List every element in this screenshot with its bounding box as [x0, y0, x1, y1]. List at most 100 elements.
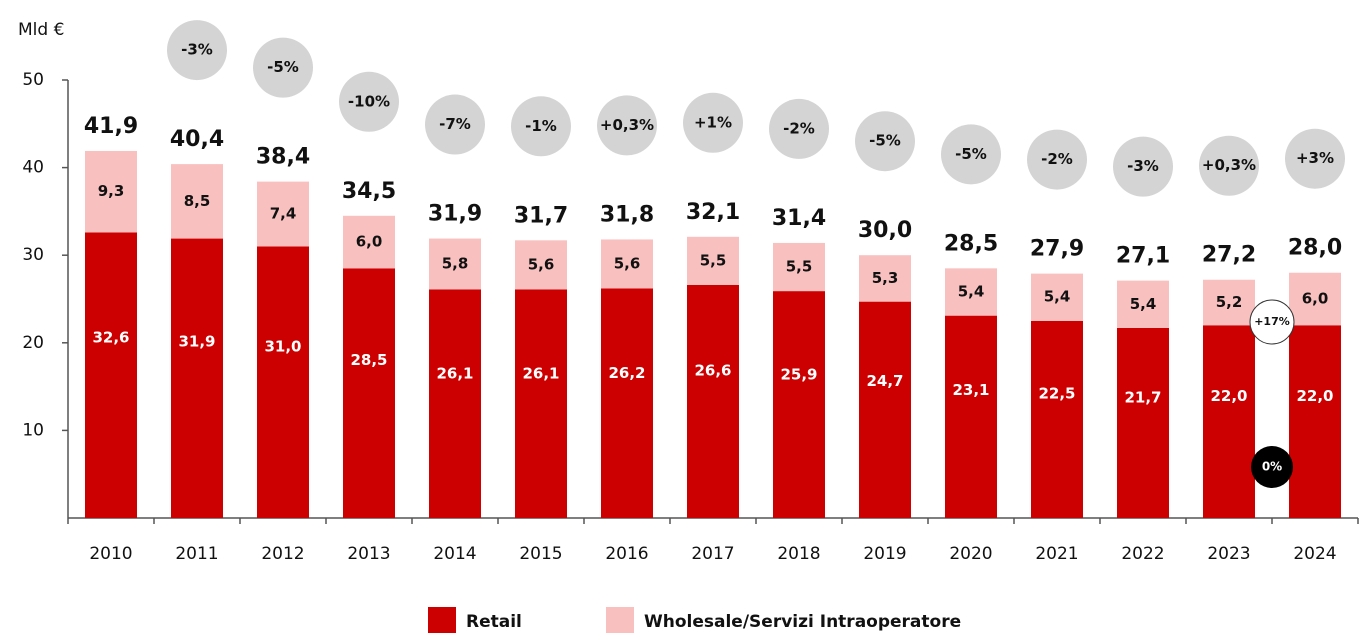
bar-segment: [687, 236, 739, 285]
change-label: -10%: [348, 92, 390, 110]
y-tick-label: 50: [22, 70, 44, 90]
bar-value-label: 8,5: [184, 192, 211, 210]
bar-value-label: 6,0: [1302, 290, 1329, 308]
bar-value-label: 5,6: [614, 254, 641, 272]
bar-segment: [945, 315, 997, 518]
change-label: -5%: [955, 145, 987, 163]
change-bubble: [511, 96, 571, 157]
x-tick-label: 2013: [347, 544, 390, 564]
bar-segment: [687, 284, 739, 518]
bar-value-label: 32,6: [92, 329, 129, 347]
bar-segment: [1289, 272, 1341, 326]
bar-value-label: 5,5: [786, 258, 813, 276]
change-label: -1%: [525, 117, 557, 135]
x-tick-label: 2016: [605, 544, 648, 564]
x-tick-label: 2014: [433, 544, 476, 564]
bar-value-label: 5,4: [1044, 288, 1071, 306]
bar-segment: [1031, 273, 1083, 321]
total-label: 40,4: [170, 127, 224, 152]
change-bubble: [253, 37, 313, 98]
annotation: 0%: [1262, 460, 1282, 474]
total-label: 32,1: [686, 200, 740, 225]
bar-segment: [85, 232, 137, 518]
bar-segment: [257, 246, 309, 518]
annotation: +17%: [1254, 315, 1290, 328]
bar-value-label: 23,1: [952, 381, 989, 399]
legend-label: Wholesale/Servizi Intraoperatore: [644, 612, 961, 632]
legend-swatch: [606, 607, 634, 633]
total-label: 31,8: [600, 202, 654, 227]
change-bubble: [1285, 128, 1345, 189]
y-tick-label: 40: [22, 158, 44, 178]
bar-segment: [1203, 325, 1255, 518]
total-label: 30,0: [858, 218, 912, 243]
change-label: -3%: [1127, 157, 1159, 175]
bar-value-label: 26,6: [694, 362, 731, 380]
total-label: 31,9: [428, 202, 482, 227]
x-tick-label: 2022: [1121, 544, 1164, 564]
bar-value-label: 5,4: [1130, 295, 1157, 313]
change-label: -2%: [1041, 150, 1073, 168]
x-tick-label: 2019: [863, 544, 906, 564]
bar-segment: [429, 289, 481, 518]
y-tick-label: 30: [22, 245, 44, 265]
change-label: +0,3%: [600, 116, 654, 134]
x-tick-label: 2024: [1293, 544, 1336, 564]
total-label: 34,5: [342, 179, 396, 204]
annotation-bubble: [1249, 299, 1295, 345]
change-bubble: [1199, 135, 1259, 196]
change-label: +1%: [694, 113, 732, 131]
change-bubble: [855, 111, 915, 172]
x-tick-label: 2023: [1207, 544, 1250, 564]
bar-segment: [515, 240, 567, 290]
change-bubble: [683, 92, 743, 153]
total-label: 41,9: [84, 114, 138, 139]
bar-segment: [601, 239, 653, 289]
x-tick-label: 2010: [89, 544, 132, 564]
bar-value-label: 24,7: [866, 372, 903, 390]
bar-segment: [1117, 327, 1169, 518]
legend-label: Retail: [466, 612, 522, 632]
x-tick-label: 2018: [777, 544, 820, 564]
bar-segment: [171, 238, 223, 518]
bar-value-label: 21,7: [1124, 389, 1161, 407]
annotation-bubble: [1251, 446, 1293, 488]
bar-value-label: 31,9: [178, 332, 215, 350]
bar-value-label: 28,5: [350, 351, 387, 369]
change-label: +3%: [1296, 149, 1334, 167]
bar-value-label: 31,0: [264, 337, 301, 355]
total-label: 28,0: [1288, 236, 1342, 261]
bar-value-label: 22,0: [1210, 387, 1247, 405]
total-label: 28,5: [944, 231, 998, 256]
bar-value-label: 6,0: [356, 233, 383, 251]
total-label: 27,2: [1202, 243, 1256, 268]
bar-value-label: 5,2: [1216, 293, 1243, 311]
bar-segment: [859, 301, 911, 518]
change-label: -5%: [267, 58, 299, 76]
change-bubble: [769, 98, 829, 159]
change-label: -2%: [783, 119, 815, 137]
change-label: +0,3%: [1202, 156, 1256, 174]
bar-segment: [343, 215, 395, 269]
x-tick-label: 2020: [949, 544, 992, 564]
bar-segment: [773, 291, 825, 518]
total-label: 27,1: [1116, 244, 1170, 269]
bar-value-label: 5,5: [700, 251, 727, 269]
bar-value-label: 22,0: [1296, 387, 1333, 405]
bar-segment: [945, 268, 997, 316]
total-label: 31,7: [514, 203, 568, 228]
bar-segment: [859, 255, 911, 302]
bar-segment: [257, 181, 309, 247]
total-label: 38,4: [256, 145, 310, 170]
bar-segment: [171, 164, 223, 239]
x-tick-label: 2017: [691, 544, 734, 564]
x-tick-label: 2012: [261, 544, 304, 564]
bar-value-label: 5,4: [958, 282, 985, 300]
y-axis-label: Mld €: [18, 20, 64, 40]
bar-value-label: 26,1: [522, 364, 559, 382]
y-tick-label: 10: [22, 420, 44, 440]
total-label: 31,4: [772, 206, 826, 231]
bar-segment: [1289, 325, 1341, 518]
change-label: -5%: [869, 132, 901, 150]
